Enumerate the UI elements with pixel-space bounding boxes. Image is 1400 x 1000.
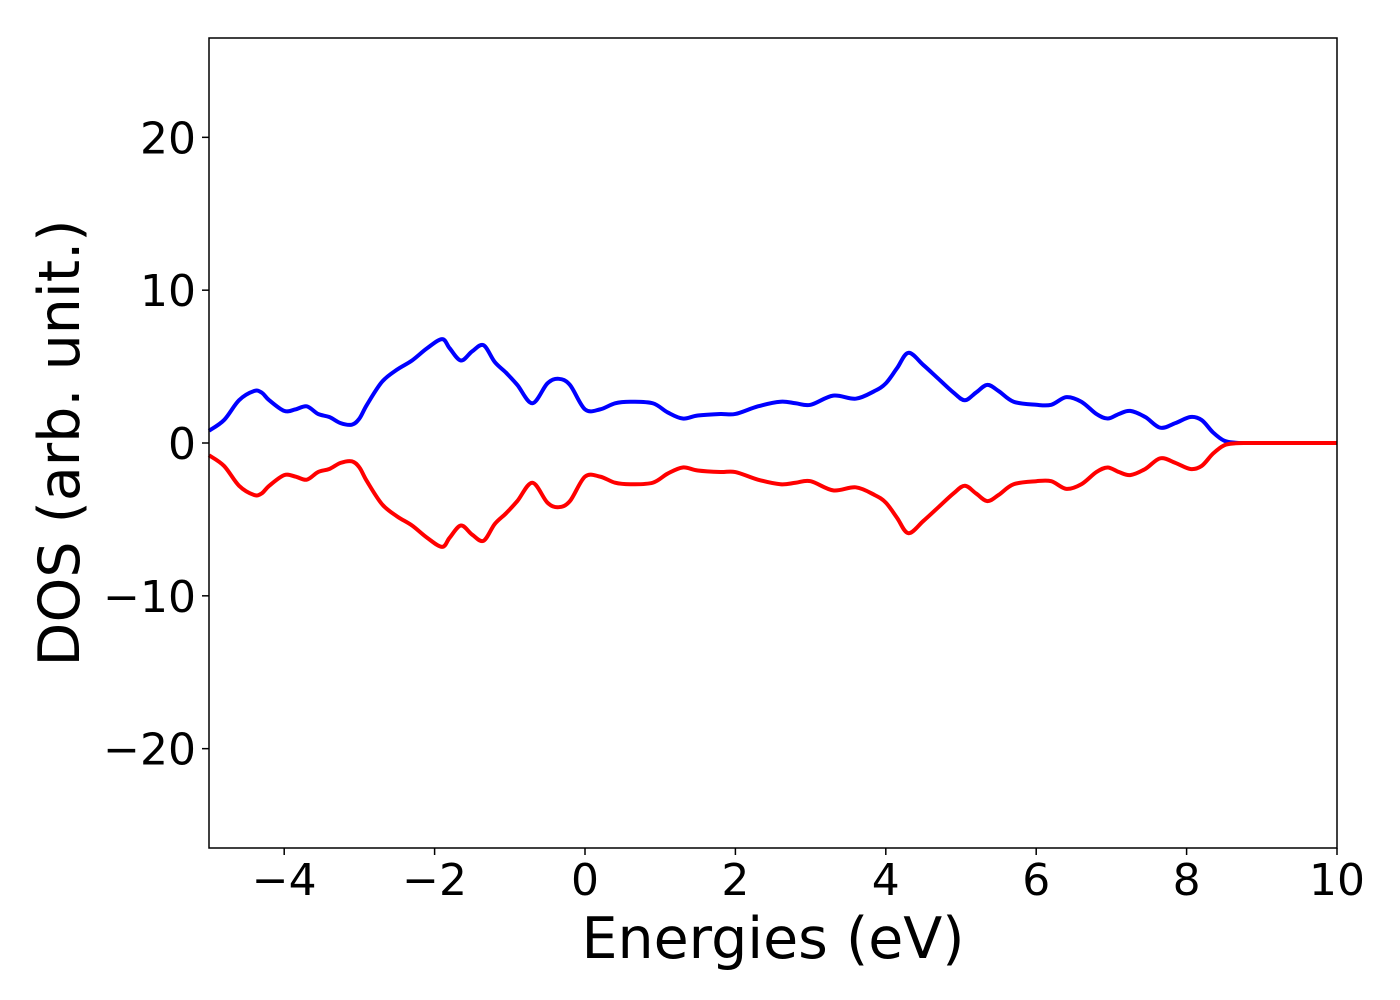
x-tick-label: −2 (402, 855, 467, 906)
x-tick-label: 4 (872, 855, 900, 906)
x-axis-title: Energies (eV) (581, 906, 964, 972)
y-tick-label: 20 (140, 113, 196, 164)
x-tick-label: 8 (1173, 855, 1201, 906)
y-axis-title: DOS (arb. unit.) (27, 220, 93, 667)
x-tick-label: 2 (721, 855, 749, 906)
x-tick-label: 0 (571, 855, 599, 906)
x-axis-ticks: −4 −2 0 2 4 6 8 10 (252, 848, 1365, 906)
y-tick-label: −10 (103, 572, 196, 623)
series-line-2 (207, 440, 1337, 549)
y-tick-label: 0 (168, 419, 196, 470)
series-layer (207, 337, 1337, 549)
plot-frame (208, 37, 1338, 849)
x-tick-label: 6 (1022, 855, 1050, 906)
y-tick-label: −20 (103, 725, 196, 776)
x-tick-label: 10 (1309, 855, 1365, 906)
x-tick-label: −4 (252, 855, 317, 906)
series-line-1 (207, 337, 1337, 446)
y-axis-ticks: 20 10 0 −10 −20 (103, 113, 209, 776)
y-tick-label: 10 (140, 266, 196, 317)
